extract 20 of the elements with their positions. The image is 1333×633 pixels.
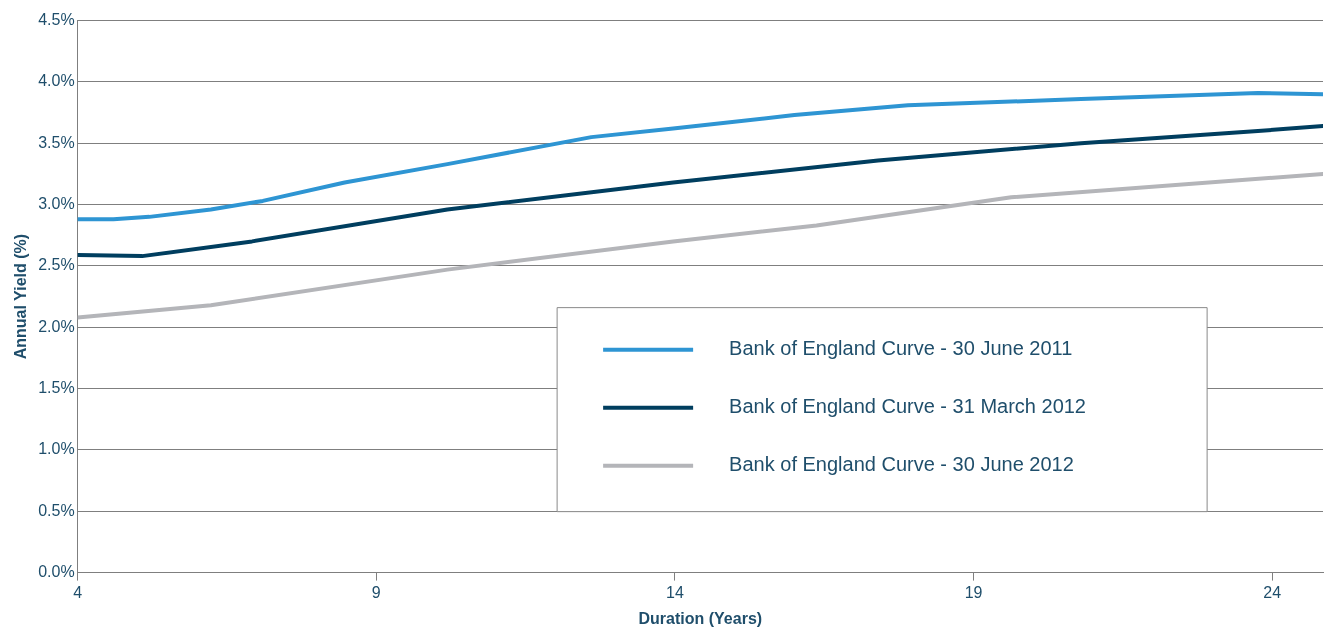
legend-label: Bank of England Curve - 30 June 2012 bbox=[729, 453, 1074, 476]
y-tick-label: 4.5% bbox=[38, 11, 75, 29]
y-tick-label: 0.0% bbox=[38, 563, 75, 581]
y-tick-label: 3.5% bbox=[38, 133, 75, 151]
x-tick-label: 9 bbox=[371, 583, 381, 601]
y-tick-label: 2.0% bbox=[38, 317, 75, 335]
x-tick-label: 19 bbox=[964, 583, 983, 601]
y-tick-label: 2.5% bbox=[38, 256, 75, 274]
legend-label: Bank of England Curve - 31 March 2012 bbox=[729, 395, 1086, 418]
y-axis-title: Annual Yield (%) bbox=[12, 233, 30, 360]
y-tick-label: 4.0% bbox=[38, 72, 75, 90]
x-axis-title: Duration (Years) bbox=[638, 609, 763, 627]
legend-label: Bank of England Curve - 30 June 2011 bbox=[729, 337, 1073, 360]
x-tick-label: 24 bbox=[1263, 583, 1282, 601]
y-tick-label: 0.5% bbox=[38, 501, 75, 519]
x-tick-label: 4 bbox=[73, 583, 83, 601]
y-tick-label: 3.0% bbox=[38, 195, 75, 213]
y-tick-label: 1.5% bbox=[38, 379, 75, 397]
y-tick-label: 1.0% bbox=[38, 440, 75, 458]
x-tick-label: 14 bbox=[666, 583, 684, 601]
